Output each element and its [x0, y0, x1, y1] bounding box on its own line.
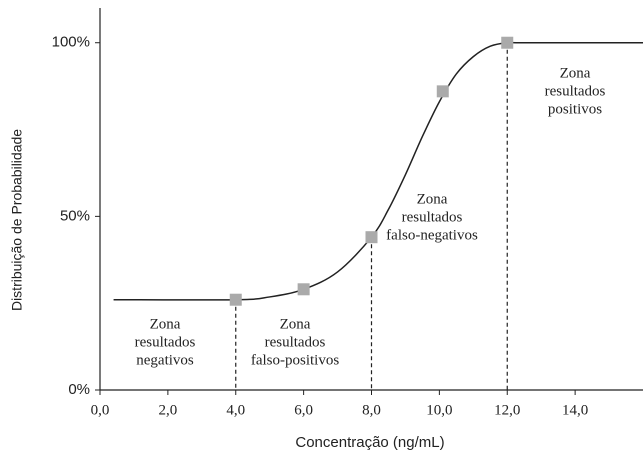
x-tick-label: 4,0 — [226, 402, 245, 418]
y-tick-label: 0% — [68, 381, 90, 398]
x-axis-label: Concentração (ng/mL) — [295, 434, 444, 451]
zone-label: falso-positivos — [251, 352, 339, 368]
x-tick-label: 14,0 — [562, 402, 588, 418]
zone-label: resultados — [135, 334, 196, 350]
data-point — [501, 36, 514, 49]
x-tick-label: 8,0 — [362, 402, 381, 418]
zone-label: resultados — [265, 334, 326, 350]
zone-label: resultados — [402, 209, 463, 225]
data-point — [436, 85, 449, 98]
x-tick-label: 2,0 — [159, 402, 178, 418]
data-point — [229, 293, 242, 306]
y-tick-label: 50% — [60, 207, 90, 224]
y-tick-label: 100% — [52, 34, 90, 51]
zone-label: Zona — [417, 191, 448, 207]
data-point — [297, 283, 310, 296]
x-tick-label: 6,0 — [294, 402, 313, 418]
zone-label: Zona — [280, 316, 311, 332]
zone-label: Zona — [150, 316, 181, 332]
y-axis-label: Distribuição de Probabilidade — [9, 129, 25, 311]
zone-label: positivos — [548, 101, 602, 117]
x-tick-label: 12,0 — [494, 402, 520, 418]
zone-label: Zona — [560, 65, 591, 81]
zone-label: falso-negativos — [386, 227, 478, 243]
data-point — [365, 231, 378, 244]
x-tick-label: 0,0 — [91, 402, 110, 418]
zone-label: negativos — [136, 352, 194, 368]
zone-label: resultados — [545, 83, 606, 99]
x-tick-label: 10,0 — [426, 402, 452, 418]
